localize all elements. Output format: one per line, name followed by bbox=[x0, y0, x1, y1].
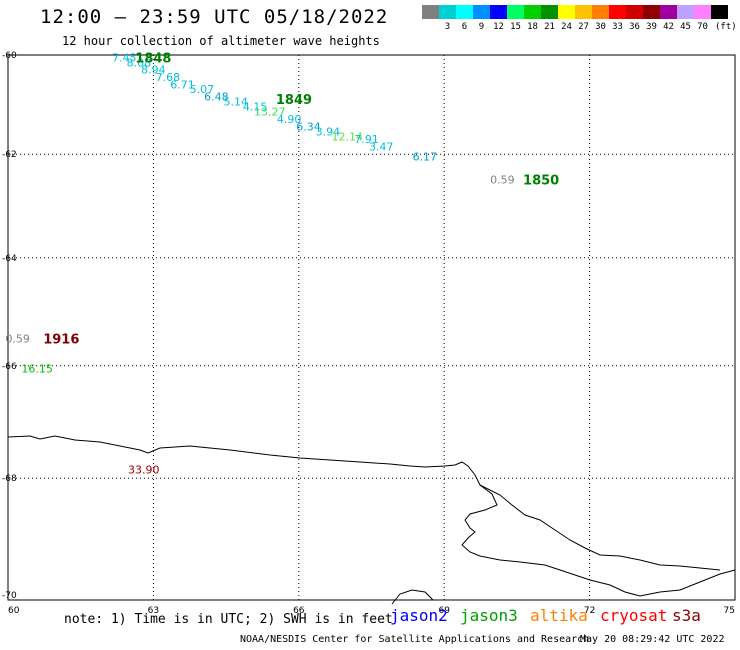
legend-swatch bbox=[660, 5, 677, 19]
wave-height-value: 4.90 bbox=[277, 113, 302, 126]
latitude-label: -68 bbox=[2, 474, 17, 484]
legend-label: 42 bbox=[663, 22, 674, 32]
wave-height-value: 8.08 bbox=[127, 56, 152, 69]
legend-swatch bbox=[558, 5, 575, 19]
pass-number: 1850 bbox=[523, 174, 559, 189]
wave-height-value: 33.90 bbox=[128, 464, 160, 477]
legend-label: 12 bbox=[493, 22, 504, 32]
satellite-cryosat: cryosat bbox=[600, 606, 668, 625]
legend-label: 33 bbox=[612, 22, 623, 32]
legend-swatch bbox=[439, 5, 456, 19]
credit-text: NOAA/NESDIS Center for Satellite Applica… bbox=[240, 634, 590, 645]
wave-height-value: 8.94 bbox=[141, 64, 166, 77]
longitude-label: 72 bbox=[584, 606, 595, 616]
legend-label: 39 bbox=[646, 22, 657, 32]
legend-label: 24 bbox=[561, 22, 572, 32]
timestamp-text: May 20 08:29:42 UTC 2022 bbox=[580, 634, 725, 645]
longitude-label: 60 bbox=[8, 606, 20, 616]
satellite-altika: altika bbox=[530, 606, 588, 625]
legend-unit: (ft) bbox=[715, 22, 737, 32]
legend-label: 3 bbox=[444, 22, 451, 32]
legend-label: 30 bbox=[595, 22, 606, 32]
wave-height-value: 3.47 bbox=[369, 141, 394, 154]
map-frame bbox=[7, 54, 736, 601]
latitude-label: -64 bbox=[2, 254, 17, 264]
longitude-label: 66 bbox=[293, 606, 305, 616]
latitude-label: -66 bbox=[2, 362, 17, 372]
wave-height-value: 7.45 bbox=[112, 51, 137, 64]
satellite-jason3: jason3 bbox=[460, 606, 518, 625]
wave-height-value: 5.14 bbox=[224, 96, 249, 109]
legend-swatch bbox=[507, 5, 524, 19]
legend-swatch bbox=[524, 5, 541, 19]
wave-height-value: 16.15 bbox=[21, 363, 53, 376]
legend-swatch bbox=[490, 5, 507, 19]
legend-swatch bbox=[541, 5, 558, 19]
pass-number: 1848 bbox=[135, 51, 171, 66]
legend-label: 18 bbox=[527, 22, 538, 32]
wave-height-value: 3.94 bbox=[316, 125, 341, 138]
map-labels: 60 63 66 69 72 75 -60 -62 -64 -66 -68 -70 7.458.088.… bbox=[2, 51, 735, 616]
satellite-s3a: s3a bbox=[672, 606, 701, 625]
latitude-label: -62 bbox=[2, 150, 17, 160]
legend-swatch bbox=[456, 5, 473, 19]
wave-height-value: 6.71 bbox=[170, 78, 195, 91]
wave-height-value: 13.27 bbox=[254, 106, 286, 119]
wave-height-value: 6.17 bbox=[413, 151, 438, 164]
legend-label: 45 bbox=[680, 22, 691, 32]
legend-swatch bbox=[626, 5, 643, 19]
coastline-path bbox=[7, 435, 736, 597]
wave-height-value: 6.34 bbox=[296, 120, 321, 133]
legend-swatch bbox=[694, 5, 711, 19]
coastline-inlet-path bbox=[479, 484, 721, 571]
coastline-south-path bbox=[391, 589, 434, 605]
coastline bbox=[7, 435, 736, 605]
page-title: 12:00 — 23:59 UTC 05/18/2022 bbox=[40, 6, 389, 28]
wave-height-value: 0.59 bbox=[490, 174, 515, 187]
legend-swatch bbox=[422, 5, 439, 19]
wave-height-value: 7.68 bbox=[156, 71, 181, 84]
legend-swatch bbox=[711, 5, 728, 19]
legend-label: 70 bbox=[697, 22, 708, 32]
legend-swatch bbox=[575, 5, 592, 19]
wave-height-value: 5.07 bbox=[190, 83, 215, 96]
longitude-label: 75 bbox=[724, 606, 735, 616]
wave-height-value: 6.48 bbox=[204, 91, 229, 104]
latitude-label: -60 bbox=[2, 51, 17, 61]
legend-label: 6 bbox=[461, 22, 468, 32]
graticule bbox=[8, 55, 735, 600]
satellite-jason2: jason2 bbox=[390, 606, 448, 625]
page-subtitle: 12 hour collection of altimeter wave hei… bbox=[62, 34, 380, 48]
pass-number: 1849 bbox=[276, 93, 312, 108]
legend-swatch bbox=[592, 5, 609, 19]
wave-height-value: 4.15 bbox=[243, 101, 268, 114]
legend-swatch bbox=[643, 5, 660, 19]
legend-swatch bbox=[609, 5, 626, 19]
legend-swatch bbox=[677, 5, 694, 19]
wave-height-value: 0.59 bbox=[5, 332, 30, 345]
legend-swatch bbox=[473, 5, 490, 19]
pass-number: 1916 bbox=[43, 332, 79, 347]
wave-height-value: 12.14 bbox=[332, 131, 364, 144]
legend-label: 15 bbox=[510, 22, 521, 32]
legend-label: 27 bbox=[578, 22, 589, 32]
latitude-label: -70 bbox=[2, 591, 17, 601]
legend-label: 21 bbox=[544, 22, 555, 32]
longitude-label: 69 bbox=[438, 606, 450, 616]
wave-height-value: 7.91 bbox=[354, 133, 379, 146]
footer-note: note: 1) Time is in UTC; 2) SWH is in fe… bbox=[64, 612, 393, 627]
legend-label: 9 bbox=[478, 22, 485, 32]
legend-label: 36 bbox=[629, 22, 640, 32]
longitude-label: 63 bbox=[148, 606, 159, 616]
